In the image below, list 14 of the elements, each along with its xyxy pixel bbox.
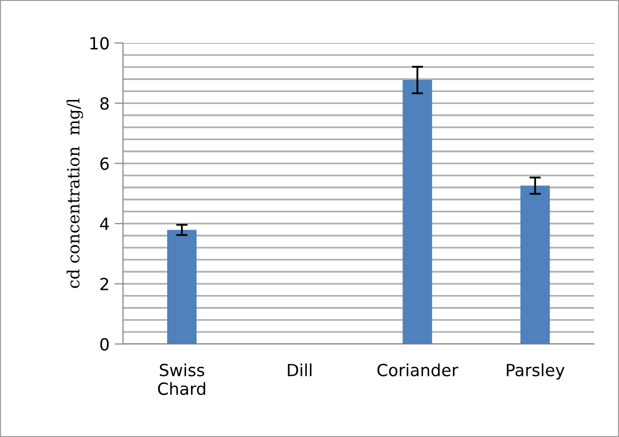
x-tick-label: Dill xyxy=(288,363,312,376)
x-tick-label: Coriander xyxy=(377,363,458,376)
bar xyxy=(520,186,550,344)
x-tick-label: Parsley xyxy=(506,363,565,380)
y-tick-label: 2 xyxy=(100,278,108,290)
y-tick-label: 8 xyxy=(100,97,109,110)
y-tick-label: 0 xyxy=(100,338,109,351)
bar xyxy=(167,230,197,344)
y-tick-label: 10 xyxy=(90,36,109,50)
bar xyxy=(402,80,432,344)
y-tick-label: 6 xyxy=(100,157,109,170)
y-axis-title: cd concentration mg/l xyxy=(66,98,84,288)
x-tick-label: Swiss Chard xyxy=(158,363,206,396)
y-tick-label: 4 xyxy=(100,218,109,230)
